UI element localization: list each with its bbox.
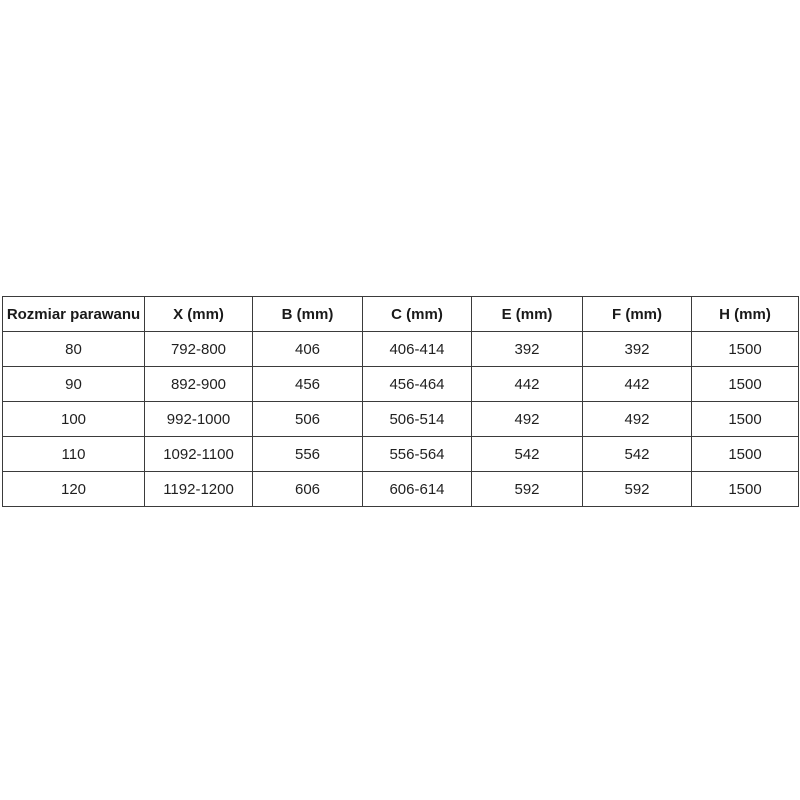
row-size-cell: 120 bbox=[2, 471, 145, 507]
table-cell: 406-414 bbox=[362, 331, 472, 367]
row-size-cell: 110 bbox=[2, 436, 145, 472]
table-cell: 492 bbox=[582, 401, 692, 437]
column-header: H (mm) bbox=[691, 296, 799, 332]
table-cell: 456 bbox=[252, 366, 363, 402]
table-row: 110 1092-1100 556 556-564 542 542 1500 bbox=[2, 436, 799, 472]
table-row: 100 992-1000 506 506-514 492 492 1500 bbox=[2, 401, 799, 437]
table-cell: 506-514 bbox=[362, 401, 472, 437]
table-cell: 1500 bbox=[691, 366, 799, 402]
table-row: 80 792-800 406 406-414 392 392 1500 bbox=[2, 331, 799, 367]
table-cell: 442 bbox=[582, 366, 692, 402]
table-cell: 792-800 bbox=[144, 331, 253, 367]
table-cell: 1192-1200 bbox=[144, 471, 253, 507]
table-cell: 992-1000 bbox=[144, 401, 253, 437]
table-cell: 606-614 bbox=[362, 471, 472, 507]
table-cell: 406 bbox=[252, 331, 363, 367]
table-cell: 456-464 bbox=[362, 366, 472, 402]
row-size-cell: 80 bbox=[2, 331, 145, 367]
table-header: Rozmiar parawanu X (mm) B (mm) C (mm) E (mm)… bbox=[2, 296, 799, 332]
table-cell: 606 bbox=[252, 471, 363, 507]
table-row: 90 892-900 456 456-464 442 442 1500 bbox=[2, 366, 799, 402]
table-cell: 592 bbox=[582, 471, 692, 507]
table-cell: 556-564 bbox=[362, 436, 472, 472]
table-cell: 542 bbox=[471, 436, 583, 472]
table-cell: 1500 bbox=[691, 401, 799, 437]
column-header: F (mm) bbox=[582, 296, 692, 332]
table-body: 80 792-800 406 406-414 392 392 1500 90 892-900 45… bbox=[2, 331, 799, 507]
table-cell: 392 bbox=[471, 331, 583, 367]
table-cell: 392 bbox=[582, 331, 692, 367]
table-cell: 1500 bbox=[691, 436, 799, 472]
table-cell: 442 bbox=[471, 366, 583, 402]
column-header: X (mm) bbox=[144, 296, 253, 332]
row-size-cell: 100 bbox=[2, 401, 145, 437]
row-size-cell: 90 bbox=[2, 366, 145, 402]
column-header: B (mm) bbox=[252, 296, 363, 332]
column-header: Rozmiar parawanu bbox=[2, 296, 145, 332]
table-cell: 1500 bbox=[691, 471, 799, 507]
table-cell: 492 bbox=[471, 401, 583, 437]
column-header: C (mm) bbox=[362, 296, 472, 332]
table-cell: 1092-1100 bbox=[144, 436, 253, 472]
size-specification-table: Rozmiar parawanu X (mm) B (mm) C (mm) E (mm)… bbox=[2, 296, 799, 507]
table-cell: 592 bbox=[471, 471, 583, 507]
table-cell: 1500 bbox=[691, 331, 799, 367]
table-header-row: Rozmiar parawanu X (mm) B (mm) C (mm) E (mm)… bbox=[2, 296, 799, 332]
column-header: E (mm) bbox=[471, 296, 583, 332]
table-cell: 892-900 bbox=[144, 366, 253, 402]
table-cell: 506 bbox=[252, 401, 363, 437]
table-cell: 542 bbox=[582, 436, 692, 472]
table-cell: 556 bbox=[252, 436, 363, 472]
table-row: 120 1192-1200 606 606-614 592 592 1500 bbox=[2, 471, 799, 507]
